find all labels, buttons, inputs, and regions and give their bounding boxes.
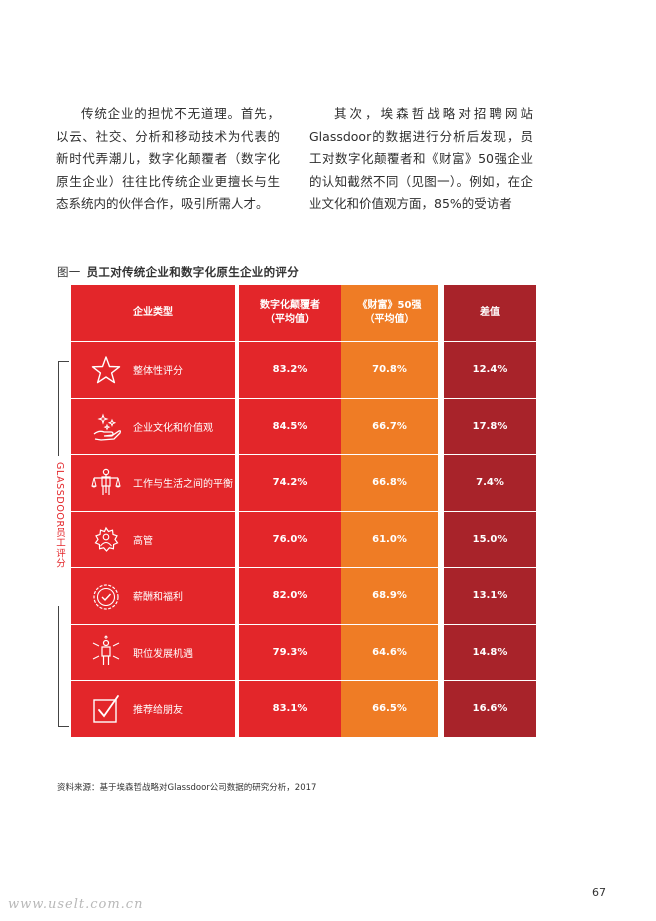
cell-disruptors: 74.2%	[239, 455, 341, 511]
row-category: 企业文化和价值观	[71, 398, 235, 454]
cell-disruptors: 83.2%	[239, 342, 341, 398]
bracket-bottom	[58, 606, 69, 727]
body-text-left: 传统企业的担忧不无道理。首先，以云、社交、分析和移动技术为代表的新时代弄潮儿，数…	[56, 103, 280, 216]
header-disruptors: 数字化颠覆者 （平均值）	[239, 285, 341, 341]
cell-diff: 7.4%	[444, 455, 536, 511]
row-label: 薪酬和福利	[133, 592, 183, 604]
cell-fortune: 66.5%	[341, 681, 438, 737]
header-fortune: 《财富》50强 （平均值）	[341, 285, 438, 341]
side-label: GLASSDOOR员工评分	[54, 462, 65, 569]
row-category: 高管	[71, 511, 235, 567]
figure-title-text: 员工对传统企业和数字化原生企业的评分	[86, 265, 300, 279]
cell-diff: 13.1%	[444, 568, 536, 624]
cell-disruptors: 76.0%	[239, 511, 341, 567]
cell-fortune: 70.8%	[341, 342, 438, 398]
cell-fortune: 61.0%	[341, 511, 438, 567]
hand-sparkle-icon	[93, 413, 121, 441]
bracket-top	[58, 361, 69, 456]
figure-title: 图一 员工对传统企业和数字化原生企业的评分	[57, 264, 299, 280]
row-label: 整体性评分	[133, 366, 183, 378]
watermark-text: www.uselt.com.cn	[8, 897, 144, 912]
header-diff: 差值	[444, 285, 536, 341]
row-category: 薪酬和福利	[71, 568, 235, 624]
person-arrows-icon	[92, 635, 120, 666]
row-category: 职位发展机遇	[71, 624, 235, 680]
row-label: 企业文化和价值观	[133, 422, 213, 434]
row-category: 推荐给朋友	[71, 681, 235, 737]
paragraph-right: 其次，埃森哲战略对招聘网站Glassdoor的数据进行分析后发现，员工对数字化颠…	[309, 106, 533, 211]
cell-diff: 16.6%	[444, 681, 536, 737]
paragraph-left: 传统企业的担忧不无道理。首先，以云、社交、分析和移动技术为代表的新时代弄潮儿，数…	[56, 106, 280, 211]
cell-disruptors: 79.3%	[239, 624, 341, 680]
cell-diff: 12.4%	[444, 342, 536, 398]
cell-diff: 17.8%	[444, 398, 536, 454]
row-label: 高管	[133, 535, 153, 547]
page-number: 67	[592, 886, 606, 899]
star-icon	[91, 356, 121, 384]
row-category: 工作与生活之间的平衡	[71, 455, 235, 511]
cell-fortune: 64.6%	[341, 624, 438, 680]
row-label: 推荐给朋友	[133, 705, 183, 717]
checkbox-icon	[93, 694, 119, 723]
body-text-right: 其次，埃森哲战略对招聘网站Glassdoor的数据进行分析后发现，员工对数字化颠…	[309, 103, 533, 216]
cell-disruptors: 82.0%	[239, 568, 341, 624]
cell-diff: 14.8%	[444, 624, 536, 680]
row-category: 整体性评分	[71, 342, 235, 398]
row-label: 工作与生活之间的平衡	[133, 479, 233, 491]
header-category: 企业类型	[71, 285, 235, 341]
cell-fortune: 66.7%	[341, 398, 438, 454]
figure-prefix: 图一	[57, 265, 81, 279]
cell-disruptors: 83.1%	[239, 681, 341, 737]
badge-check-icon	[93, 584, 119, 610]
cell-diff: 15.0%	[444, 511, 536, 567]
cell-disruptors: 84.5%	[239, 398, 341, 454]
gear-person-icon	[94, 527, 119, 553]
cell-fortune: 68.9%	[341, 568, 438, 624]
cell-fortune: 66.8%	[341, 455, 438, 511]
balance-person-icon	[91, 468, 121, 495]
row-label: 职位发展机遇	[133, 648, 193, 660]
source-note: 资料来源：基于埃森哲战略对Glassdoor公司数据的研究分析，2017	[57, 783, 317, 793]
